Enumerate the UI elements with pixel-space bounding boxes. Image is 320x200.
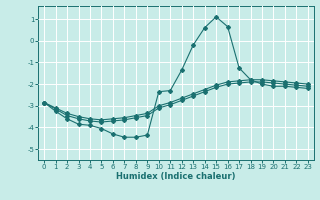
X-axis label: Humidex (Indice chaleur): Humidex (Indice chaleur) bbox=[116, 172, 236, 181]
